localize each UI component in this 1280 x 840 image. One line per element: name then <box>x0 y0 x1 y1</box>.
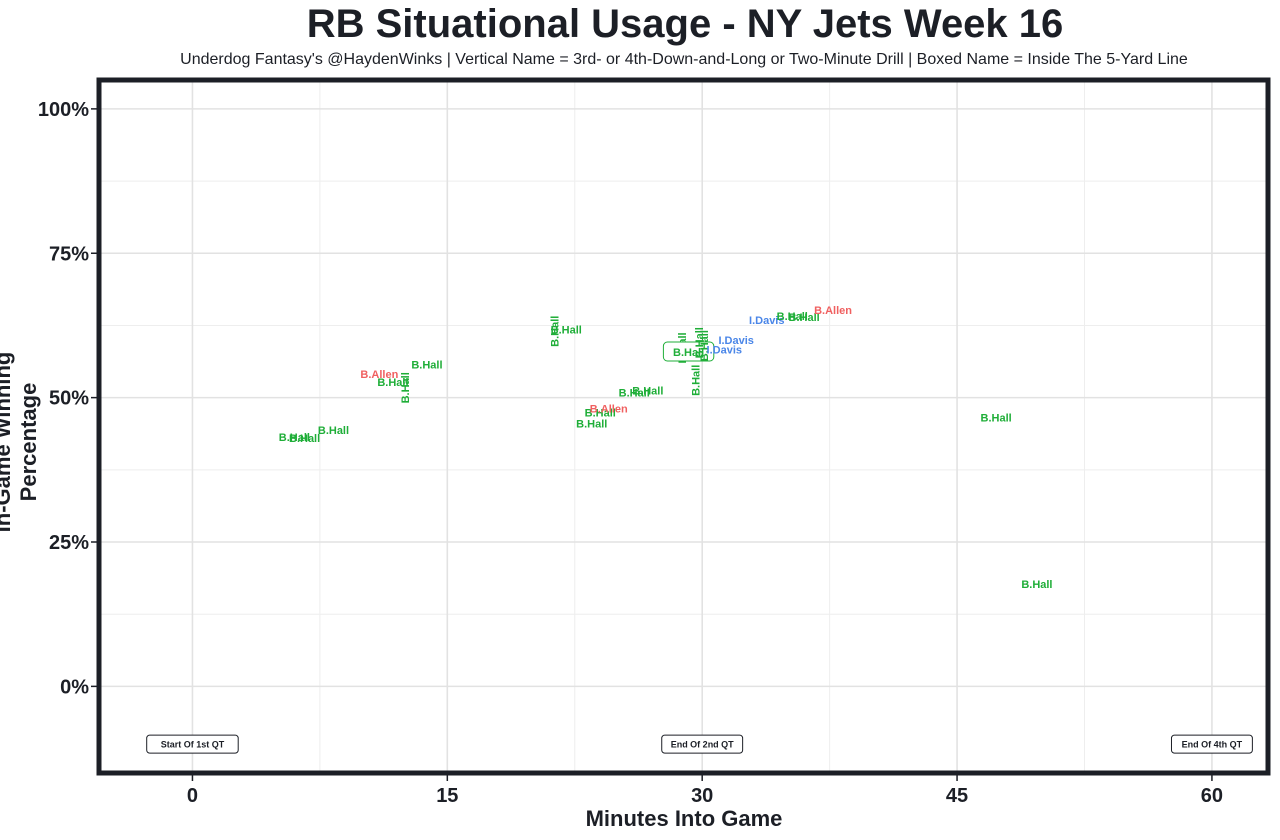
point-label-text: B.Hall <box>377 377 408 389</box>
point-label-text: B.Hall <box>690 365 702 396</box>
point-label-text: B.Allen <box>360 369 398 381</box>
point-label-text: B.Hall <box>619 387 650 399</box>
point-label: B.Hall <box>694 327 706 358</box>
point-label: B.Allen <box>590 404 628 416</box>
tick-layer: 0 15 30 45 60 0% 25% 50% 75% 100% <box>38 99 1223 807</box>
point-label: B.Hall <box>777 311 808 323</box>
y-tick-label: 75% <box>49 243 89 265</box>
annotation-box <box>661 734 744 754</box>
point-label: B.Hall <box>576 419 607 431</box>
point-label: I.Davis <box>718 335 753 347</box>
y-tick-label: 0% <box>60 676 89 698</box>
y-tick-label: 50% <box>49 388 89 410</box>
annotation-layer: Start Of 1st QT End Of 2nd QT End Of 4th Q… <box>146 734 1253 754</box>
point-label-text: I.Davis <box>749 315 784 327</box>
point-label: I.Davis <box>749 315 784 327</box>
point-label: I.Davis <box>707 345 742 357</box>
quarter-annotation: End Of 4th QT <box>1170 734 1253 754</box>
point-label-text: B.Hall <box>789 312 820 324</box>
point-label-layer: B.HallB.HallB.HallB.AllenB.HallB.HallB.H… <box>279 305 1053 591</box>
chart-title: RB Situational Usage - NY Jets Week 16 <box>306 2 1064 46</box>
point-label: B.Allen <box>360 369 398 381</box>
point-label-text: B.Hall <box>1021 579 1052 591</box>
point-label: B.Hall <box>981 412 1012 424</box>
point-label-text: B.Hall <box>632 386 663 398</box>
plot-frame <box>96 77 1271 776</box>
point-label: B.Hall <box>377 377 408 389</box>
point-label-text: B.Hall <box>585 408 616 420</box>
boxed-point-frame <box>662 341 715 362</box>
point-label: B.Hall <box>632 386 663 398</box>
point-label: B.Hall <box>1021 579 1052 591</box>
point-label-text: B.Hall <box>694 327 706 358</box>
point-label-text: B.Hall <box>318 425 349 437</box>
point-label-text: B.Hall <box>549 316 561 347</box>
point-label: B.Hall <box>289 433 320 445</box>
point-label: B.Hall <box>400 372 412 403</box>
chart-subtitle: Underdog Fantasy's @HaydenWinks | Vertic… <box>180 51 1188 68</box>
point-label: B.Hall <box>662 341 715 362</box>
annotation-text: End Of 2nd QT <box>671 740 734 750</box>
x-tick-label: 30 <box>691 785 713 807</box>
point-label: B.Hall <box>585 408 616 420</box>
point-label-text: B.Hall <box>576 419 607 431</box>
point-label-text: B.Allen <box>590 404 628 416</box>
x-tick-label: 60 <box>1201 785 1223 807</box>
point-label-text: B.Allen <box>814 305 852 317</box>
y-tick-label: 25% <box>49 532 89 554</box>
annotation-box <box>1170 734 1253 754</box>
point-label-text: B.Hall <box>400 372 412 403</box>
point-label: B.Hall <box>549 316 561 347</box>
point-label: B.Hall <box>690 365 702 396</box>
point-label: B.Hall <box>279 432 310 444</box>
y-axis-label: In-Game Winning Percentage <box>0 351 41 533</box>
quarter-annotation: End Of 2nd QT <box>661 734 744 754</box>
point-label: B.Hall <box>699 330 711 361</box>
point-label: B.Allen <box>814 305 852 317</box>
point-label: B.Hall <box>789 312 820 324</box>
point-label: B.Hall <box>318 425 349 437</box>
annotation-text: End Of 4th QT <box>1182 740 1243 750</box>
point-label-text: B.Hall <box>411 360 442 372</box>
y-tick-label: 100% <box>38 99 89 121</box>
x-tick-label: 45 <box>946 785 968 807</box>
grid-layer <box>99 80 1268 773</box>
point-label-text: B.Hall <box>981 412 1012 424</box>
point-label: B.Hall <box>411 360 442 372</box>
point-label: B.Hall <box>619 387 650 399</box>
point-label-text: B.Hall <box>777 311 808 323</box>
point-label-text: B.Hall <box>279 432 310 444</box>
point-label-text: B.Hall <box>673 347 704 359</box>
x-axis-label: Minutes Into Game <box>585 806 783 831</box>
quarter-annotation: Start Of 1st QT <box>146 734 239 754</box>
annotation-box <box>146 734 239 754</box>
x-tick-label: 15 <box>436 785 458 807</box>
point-label: B.Hall <box>551 324 582 336</box>
x-tick-label: 0 <box>187 785 198 807</box>
point-label-text: B.Hall <box>699 330 711 361</box>
annotation-text: Start Of 1st QT <box>161 740 225 750</box>
point-label-text: I.Davis <box>718 335 753 347</box>
point-label-text: B.Hall <box>551 324 582 336</box>
point-label-text: I.Davis <box>707 345 742 357</box>
point-label-text: B.Hall <box>289 433 320 445</box>
